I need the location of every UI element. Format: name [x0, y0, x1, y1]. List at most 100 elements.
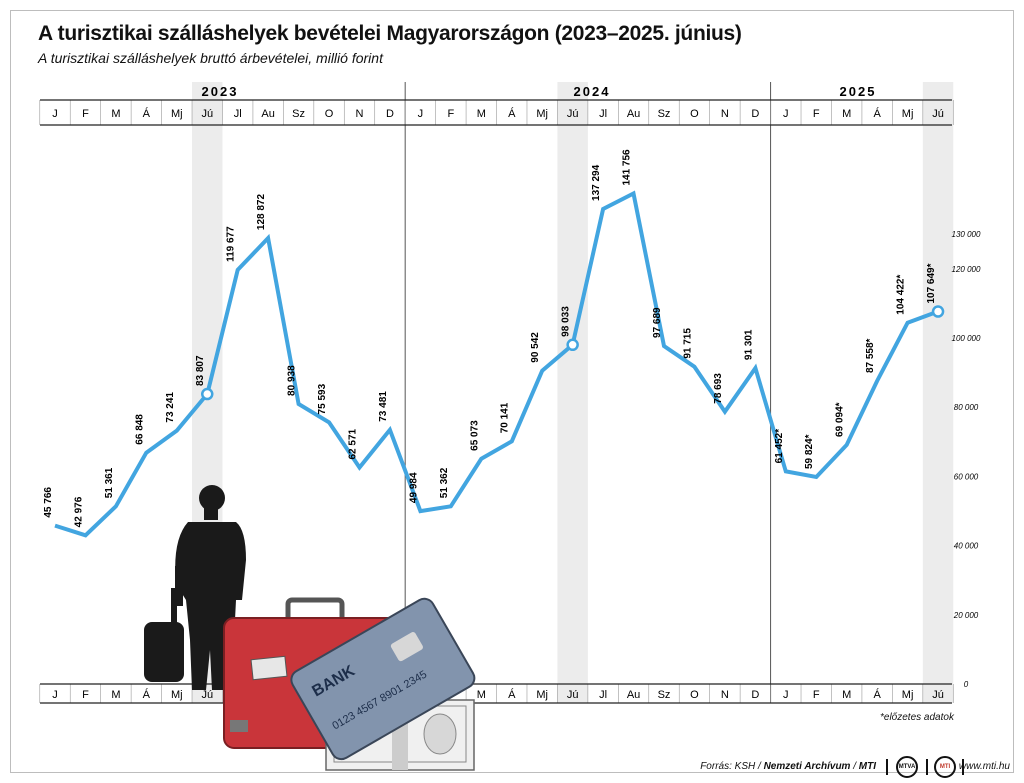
data-label: 75 593: [317, 383, 328, 414]
data-label: 128 872: [256, 194, 267, 231]
data-label: 49 984: [408, 472, 419, 503]
month-label-top: Au: [261, 108, 274, 120]
highlight-columns: [192, 82, 954, 703]
month-label-bottom: Jú: [567, 689, 579, 701]
month-label-bottom: Á: [508, 688, 516, 701]
highlight-column: [557, 82, 588, 703]
data-label: 59 824*: [804, 434, 815, 469]
data-label: 66 848: [134, 414, 145, 445]
chart-frame: [10, 10, 1014, 773]
month-label-top: D: [751, 108, 759, 120]
source-prefix: Forrás: KSH /: [700, 761, 761, 772]
month-label-top: Mj: [902, 108, 914, 120]
data-label: 70 141: [500, 402, 511, 433]
data-label: 69 094*: [835, 402, 846, 437]
month-label-bottom: M: [842, 689, 851, 701]
month-label-top: F: [447, 108, 454, 120]
month-label-bottom: M: [477, 689, 486, 701]
bottom-month-axis: JFMÁMjJúJlAuSzONDJFMÁMjJúJlAuSzONDJFMÁMj…: [52, 688, 944, 701]
month-label-bottom: Jú: [201, 689, 213, 701]
month-label-top: J: [783, 108, 789, 120]
month-label-bottom: J: [783, 689, 789, 701]
month-label-bottom: D: [751, 689, 759, 701]
y-tick-label: 80 000: [954, 403, 979, 412]
footer: Forrás: KSH / Nemzeti Archívum / MTI MTV…: [0, 753, 1024, 783]
bank-card-icon: BANK 0123 4567 8901 2345: [290, 597, 476, 761]
month-label-top: Sz: [292, 108, 305, 120]
month-label-top: Au: [627, 108, 640, 120]
month-label-top: Jú: [567, 108, 579, 120]
mti-logo-icon: MTI: [934, 756, 956, 778]
y-tick-label: 60 000: [954, 472, 979, 481]
month-label-bottom: Á: [143, 688, 151, 701]
month-label-top: M: [842, 108, 851, 120]
month-label-top: Á: [143, 107, 151, 120]
data-label: 141 756: [622, 149, 633, 186]
month-label-bottom: F: [82, 689, 89, 701]
month-label-top: Mj: [171, 108, 183, 120]
series-line: [54, 190, 945, 538]
month-label-top: Jl: [234, 108, 242, 120]
y-axis: 0 20 000 40 000 60 000 80 000 100 000 120 000 1…: [952, 230, 981, 689]
data-label: 137 294: [591, 164, 602, 201]
data-labels: 45 766 42 976 51 361 66 848 73 241 83 807 119 …: [43, 149, 937, 527]
data-label: 119 677: [226, 226, 237, 262]
month-label-bottom: F: [813, 689, 820, 701]
data-label: 51 361: [104, 467, 115, 498]
source-slash: /: [853, 761, 856, 772]
month-label-bottom: M: [111, 689, 120, 701]
month-label-bottom: Mj: [536, 689, 548, 701]
highlight-point: [566, 338, 579, 352]
preliminary-note: *előzetes adatok: [880, 712, 954, 723]
data-label: 73 241: [165, 392, 176, 423]
month-label-bottom: J: [52, 689, 58, 701]
highlight-point: [201, 387, 214, 401]
data-label: 97 689: [652, 307, 663, 338]
data-label: 91 715: [682, 328, 693, 359]
month-label-top: F: [82, 108, 89, 120]
month-label-top: Jl: [599, 108, 607, 120]
data-label: 51 362: [439, 467, 450, 498]
top-month-axis: 2023 2024 2025 J F M Á Mj Jú Jl Au Sz O N D J F M Á Mj Jú Jl A…: [52, 84, 944, 120]
source-credit: Forrás: KSH / Nemzeti Archívum / MTI: [700, 761, 876, 772]
month-label-bottom: Mj: [171, 689, 183, 701]
mtva-logo-icon: MTVA: [896, 756, 918, 778]
footer-divider: [962, 759, 964, 775]
month-label-top: Mj: [536, 108, 548, 120]
month-label-top: J: [52, 108, 58, 120]
data-label: 42 976: [73, 496, 84, 527]
month-label-bottom: N: [721, 689, 729, 701]
footer-divider: [926, 759, 928, 775]
series-line-path: [54, 190, 939, 538]
data-label: 61 452*: [774, 429, 785, 464]
footer-divider: [886, 759, 888, 775]
website-link[interactable]: www.mti.hu: [958, 761, 1010, 772]
month-label-bottom: Sz: [658, 689, 671, 701]
month-label-top: F: [813, 108, 820, 120]
month-label-top: O: [690, 108, 699, 120]
month-label-bottom: Au: [627, 689, 640, 701]
month-label-top: Jú: [932, 108, 944, 120]
month-label-top: Á: [508, 107, 516, 120]
month-label-bottom: Á: [873, 688, 881, 701]
year-label: 2025: [840, 84, 877, 99]
month-label-top: Jú: [201, 108, 213, 120]
source-mti: MTI: [858, 761, 876, 772]
y-tick-label: 120 000: [952, 265, 981, 274]
highlight-point: [931, 305, 945, 318]
y-tick-label: 0: [964, 680, 969, 689]
year-label: 2023: [202, 84, 239, 99]
data-label: 90 542: [530, 332, 541, 363]
month-label-bottom: Jl: [599, 689, 607, 701]
month-label-top: D: [386, 108, 394, 120]
month-label-top: M: [111, 108, 120, 120]
month-label-top: O: [325, 108, 334, 120]
data-label: 80 938: [287, 365, 298, 396]
month-label-top: M: [477, 108, 486, 120]
month-label-bottom: O: [690, 689, 699, 701]
data-label: 78 693: [713, 373, 724, 404]
y-tick-label: 100 000: [952, 334, 981, 343]
y-tick-label: 40 000: [954, 542, 979, 551]
y-tick-label: 20 000: [953, 611, 979, 620]
